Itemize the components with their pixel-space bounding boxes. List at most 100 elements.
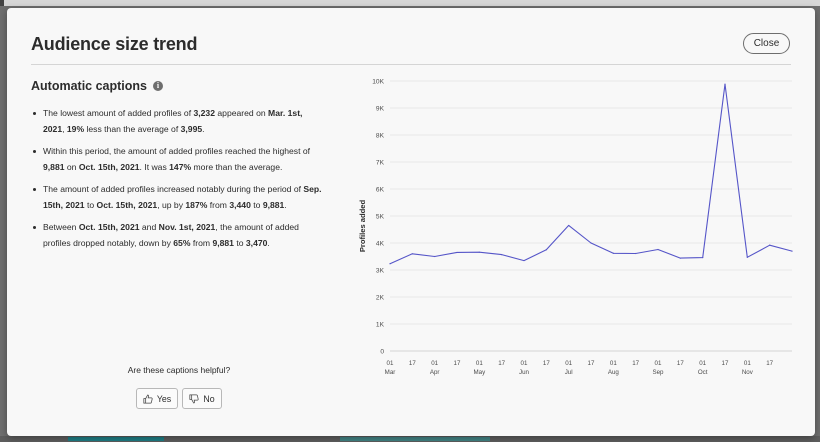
x-month-label: Sep xyxy=(652,369,664,376)
x-tick-label: 01 xyxy=(521,360,528,367)
x-tick-label: 17 xyxy=(632,360,639,367)
x-tick-label: 01 xyxy=(655,360,662,367)
data-point xyxy=(478,251,480,253)
data-point xyxy=(657,248,659,251)
y-tick-label: 6K xyxy=(376,186,385,193)
x-tick-label: 01 xyxy=(431,360,438,367)
caption-text: 65% xyxy=(173,237,191,248)
data-point xyxy=(501,254,503,256)
x-tick-label: 17 xyxy=(498,360,505,367)
thumbs-up-icon xyxy=(143,394,153,404)
caption-text: . xyxy=(284,199,287,210)
y-tick-label: 5K xyxy=(376,213,385,220)
info-icon[interactable]: i xyxy=(153,81,163,91)
data-point xyxy=(389,263,391,265)
x-month-label: Aug xyxy=(608,369,620,376)
y-tick-label: 2K xyxy=(376,294,385,301)
caption-text: 9,881 xyxy=(262,199,285,210)
caption-text: and xyxy=(139,222,159,232)
caption-text: The amount of added profiles increased n… xyxy=(43,184,304,194)
caption-text: 3,470 xyxy=(245,237,268,248)
caption-text: 9,881 xyxy=(212,237,234,248)
caption-text: 147% xyxy=(169,161,192,172)
x-tick-label: 01 xyxy=(744,360,751,367)
caption-text: The lowest amount of added profiles of xyxy=(43,108,194,118)
y-tick-label: 10K xyxy=(372,78,384,85)
feedback-no-button[interactable]: No xyxy=(182,388,222,409)
caption-text: 187% xyxy=(185,199,208,210)
caption-text: . It was xyxy=(139,161,170,172)
y-tick-label: 4K xyxy=(376,240,385,247)
caption-text: to xyxy=(233,237,246,248)
caption-text: from xyxy=(207,199,230,210)
x-tick-label: 17 xyxy=(409,360,416,367)
backdrop-tab xyxy=(0,0,4,6)
header-divider xyxy=(31,64,791,65)
caption-item: The amount of added profiles increased n… xyxy=(31,182,323,213)
dialog-title: Audience size trend xyxy=(31,34,198,54)
caption-text: 9,881 xyxy=(43,161,65,172)
x-month-label: Jun xyxy=(519,369,530,376)
x-tick-label: 17 xyxy=(677,360,684,367)
caption-text: , up by xyxy=(157,199,186,210)
data-point xyxy=(545,249,547,251)
data-point xyxy=(456,251,458,254)
thumbs-down-icon xyxy=(189,393,199,403)
feedback-yes-label: Yes xyxy=(156,393,172,404)
x-month-label: Mar xyxy=(385,369,396,376)
data-point xyxy=(746,256,748,258)
data-point xyxy=(523,259,525,262)
caption-text: more than the average. xyxy=(191,161,283,172)
x-tick-label: 01 xyxy=(565,360,572,367)
feedback-yes-button[interactable]: Yes xyxy=(136,388,178,409)
y-tick-label: 3K xyxy=(376,267,385,274)
data-point xyxy=(679,257,681,259)
caption-text: Sep. 15th, 2021 xyxy=(43,184,322,210)
caption-text: Nov. 1st, 2021 xyxy=(158,222,216,232)
caption-item: Between Oct. 15th, 2021 and Nov. 1st, 20… xyxy=(31,220,323,251)
caption-text: . xyxy=(202,123,205,134)
data-point xyxy=(568,224,570,227)
backdrop-footer xyxy=(0,436,820,442)
y-tick-label: 9K xyxy=(376,105,385,112)
caption-text: Oct. 15th, 2021 xyxy=(78,222,140,232)
backdrop-bar xyxy=(340,437,490,441)
series-line xyxy=(389,83,793,265)
x-tick-label: 17 xyxy=(722,360,729,367)
x-tick-label: 01 xyxy=(610,360,617,367)
caption-text: from xyxy=(190,237,213,248)
y-axis-label: Profiles added xyxy=(358,199,367,252)
caption-text: Oct. 15th, 2021 xyxy=(78,161,140,172)
data-point xyxy=(612,252,614,254)
data-point xyxy=(724,83,726,85)
y-tick-label: 7K xyxy=(376,159,385,166)
x-tick-label: 01 xyxy=(387,360,394,367)
caption-text: Mar. 1st, 2021 xyxy=(43,108,303,134)
caption-text: . xyxy=(267,237,270,248)
caption-text: Within this period, the amount of added … xyxy=(43,146,311,156)
x-month-label: Jul xyxy=(565,369,573,376)
feedback-no-label: No xyxy=(203,393,215,404)
caption-text: to xyxy=(84,199,97,210)
y-tick-label: 0 xyxy=(380,348,384,355)
captions-heading-label: Automatic captions xyxy=(31,79,147,93)
x-month-label: May xyxy=(473,369,486,376)
data-point xyxy=(702,256,704,259)
caption-text: 19% xyxy=(66,123,85,134)
caption-text: 3,232 xyxy=(193,108,215,118)
x-month-label: Nov xyxy=(742,369,754,376)
x-tick-label: 01 xyxy=(476,360,483,367)
caption-item: Within this period, the amount of added … xyxy=(31,144,323,175)
caption-text: Between xyxy=(43,222,79,232)
close-button[interactable]: Close xyxy=(743,33,790,54)
caption-text: , the amount of added profiles dropped n… xyxy=(43,222,299,248)
y-tick-label: 8K xyxy=(376,132,385,139)
captions-heading: Automatic captions i xyxy=(31,79,163,93)
caption-text: , xyxy=(62,123,67,134)
caption-text: 3,440 xyxy=(229,199,251,210)
x-tick-label: 17 xyxy=(454,360,461,367)
y-tick-label: 1K xyxy=(376,321,385,328)
data-point xyxy=(434,255,436,258)
x-month-label: Oct xyxy=(698,369,708,376)
data-point xyxy=(635,252,637,255)
